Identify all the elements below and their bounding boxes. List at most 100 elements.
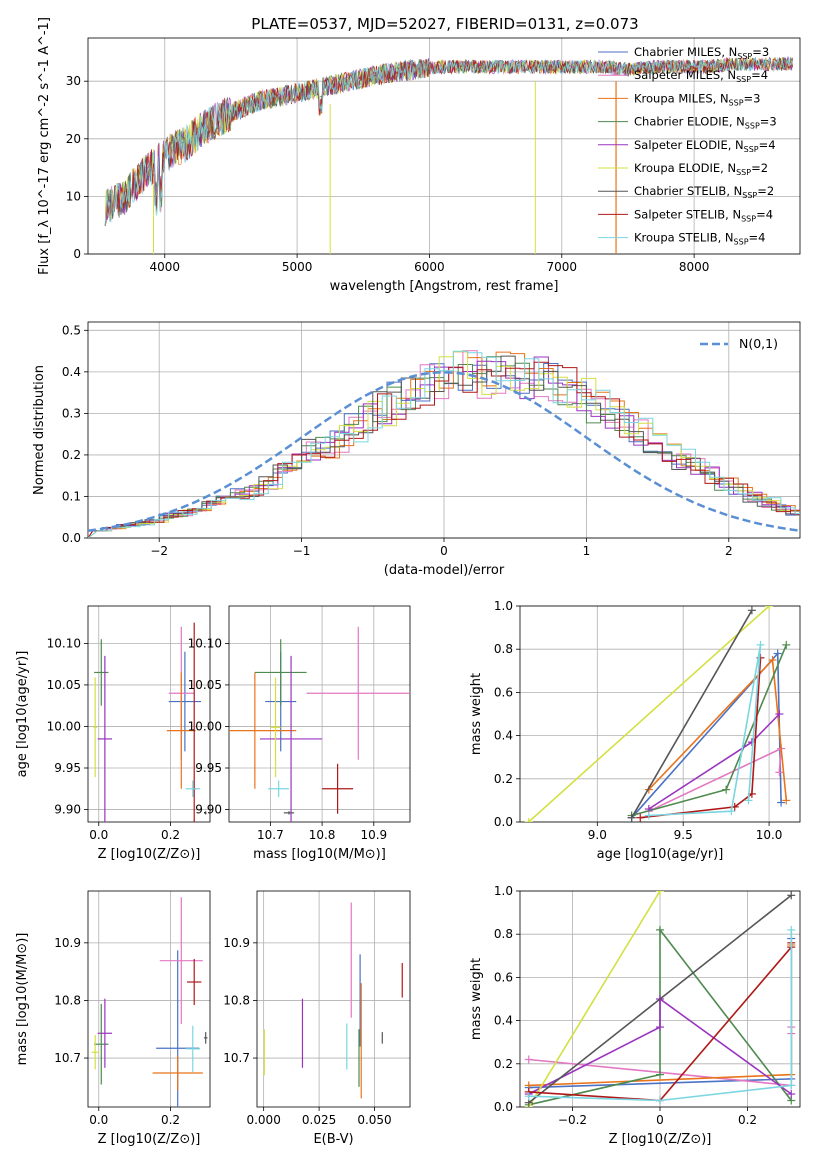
age-weight-panel: 9.0 9.5 10.0 0.0 0.2 0.4 0.6 0.8 1.0 age [log10(a…: [469, 599, 801, 862]
y-tick-label: 10.9: [223, 936, 250, 950]
y-tick-label: 10.9: [54, 936, 81, 950]
metallicity-age-panel: 0.0 0.2 9.90 9.95 10.00 10.05 10.10 Z [log10(Z/…: [15, 605, 211, 862]
y-axis-label: mass weight: [469, 958, 484, 1040]
y-axis-label: mass [log10(M/M⊙)]: [15, 933, 30, 1066]
y-tick-label: 9.90: [195, 803, 222, 817]
x-axis-label: E(B-V): [313, 1132, 353, 1147]
x-tick-label: 0: [656, 1113, 664, 1127]
x-axis-label: wavelength [Angstrom, rest frame]: [330, 279, 559, 294]
axes-frame: [228, 605, 411, 823]
ebv-mass-panel: 0.000 0.025 0.050 10.7 10.8 10.9 E(B-V): [223, 890, 411, 1147]
legend-label: Salpeter STELIB, NSSP=4: [634, 207, 773, 223]
y-tick-label: 0.0: [62, 531, 81, 545]
y-tick-label: 0.1: [62, 489, 81, 503]
y-tick-label: 0.6: [494, 685, 513, 699]
legend-label: Chabrier STELIB, NSSP=2: [634, 184, 774, 200]
axes-frame: [87, 890, 211, 1108]
y-tick-label: 20: [66, 132, 81, 146]
weight-line: [648, 747, 782, 812]
y-tick-label: 10.8: [223, 993, 250, 1007]
x-tick-label: 4000: [149, 260, 180, 274]
y-tick-label: 10.7: [54, 1051, 81, 1065]
y-axis-label: age [log10(age/yr)]: [15, 651, 30, 778]
legend-label: Salpeter ELODIE, NSSP=4: [634, 138, 776, 154]
y-tick-label: 10.8: [54, 993, 81, 1007]
x-tick-label: 10.7: [257, 828, 284, 842]
weight-line: [640, 657, 762, 819]
y-tick-label: 0: [73, 247, 81, 261]
legend-label: Salpeter MILES, NSSP=4: [634, 68, 768, 84]
y-tick-label: 10.10: [188, 636, 222, 650]
x-axis-label: (data-model)/error: [384, 563, 505, 578]
legend-label: Kroupa MILES, NSSP=3: [634, 91, 760, 107]
y-tick-label: 0.4: [62, 365, 81, 379]
weight-line: [648, 713, 780, 810]
x-axis-label: Z [log10(Z/Z⊙)]: [98, 847, 201, 862]
y-axis-label: mass weight: [469, 673, 484, 755]
spectrum-line: [104, 57, 793, 226]
y-tick-label: 0.2: [494, 772, 513, 786]
x-tick-label: 0.050: [357, 1113, 391, 1127]
y-tick-label: 0.4: [494, 1014, 513, 1028]
legend-label: Chabrier ELODIE, NSSP=3: [634, 115, 777, 131]
x-tick-label: −2: [150, 544, 168, 558]
x-tick-label: 0.0: [89, 1113, 108, 1127]
y-axis-label: Flux [f_λ 10^-17 erg cm^-2 s^-1 A^-1]: [37, 17, 52, 275]
x-tick-label: 8000: [679, 260, 710, 274]
y-axis-label: Normed distribution: [32, 365, 47, 495]
x-tick-label: 0.0: [89, 828, 108, 842]
metallicity-mass-panel: 0.0 0.2 10.7 10.8 10.9 Z [log10(Z/Z⊙)] mass [l…: [15, 890, 211, 1147]
x-tick-label: 1: [583, 544, 591, 558]
x-tick-label: 7000: [547, 260, 578, 274]
x-tick-label: 0.2: [161, 828, 180, 842]
x-tick-label: 5000: [282, 260, 313, 274]
x-tick-label: 0: [440, 544, 448, 558]
axes-frame: [87, 605, 211, 823]
spectrum-panel: 4000 5000 6000 7000 8000 0 10 20 30 wavelength [A…: [37, 17, 801, 294]
x-tick-label: −0.2: [558, 1113, 587, 1127]
y-tick-label: 0.8: [494, 642, 513, 656]
y-tick-label: 10.00: [47, 719, 81, 733]
y-tick-label: 0.5: [62, 323, 81, 337]
x-tick-label: 10.9: [360, 828, 387, 842]
histogram-step: [88, 361, 800, 538]
y-tick-label: 10.05: [188, 678, 222, 692]
legend-label: N(0,1): [739, 336, 778, 351]
histogram-step: [88, 350, 800, 538]
x-axis-label: Z [log10(Z/Z⊙)]: [609, 1132, 712, 1147]
x-tick-label: 6000: [414, 260, 445, 274]
y-tick-label: 0.0: [494, 815, 513, 829]
x-tick-label: 10.0: [756, 828, 783, 842]
residual-histogram-panel: −2 −1 0 1 2 0.0 0.1 0.2 0.3 0.4 0.5 (data-model)/er…: [32, 321, 801, 578]
y-tick-label: 10.00: [188, 719, 222, 733]
y-tick-label: 10.7: [223, 1051, 250, 1065]
x-tick-label: 0.2: [161, 1113, 180, 1127]
y-tick-label: 0.4: [494, 729, 513, 743]
axes-frame: [519, 605, 801, 823]
y-tick-label: 10.05: [47, 678, 81, 692]
x-tick-label: 9.0: [588, 828, 607, 842]
figure-title: PLATE=0537, MJD=52027, FIBERID=0131, z=0…: [251, 15, 638, 33]
y-tick-label: 1.0: [494, 884, 513, 898]
axes-frame: [87, 321, 801, 539]
x-axis-label: mass [log10(M/M⊙)]: [253, 847, 386, 862]
x-tick-label: −1: [293, 544, 311, 558]
x-tick-label: 10.8: [309, 828, 336, 842]
x-tick-label: 0.025: [302, 1113, 336, 1127]
y-tick-label: 0.2: [62, 448, 81, 462]
y-tick-label: 0.8: [494, 927, 513, 941]
y-tick-label: 9.95: [195, 761, 222, 775]
y-tick-label: 10.10: [47, 636, 81, 650]
weight-line: [631, 609, 753, 819]
x-tick-label: 0.000: [246, 1113, 280, 1127]
weight-line: [528, 997, 792, 1095]
x-tick-label: 2: [725, 544, 733, 558]
weight-line: [648, 644, 762, 817]
y-tick-label: 0.0: [494, 1100, 513, 1114]
y-tick-label: 9.95: [54, 761, 81, 775]
y-tick-label: 0.2: [494, 1057, 513, 1071]
y-tick-label: 10: [66, 189, 81, 203]
weight-line: [528, 929, 793, 1102]
gaussian-curve: [88, 371, 800, 532]
